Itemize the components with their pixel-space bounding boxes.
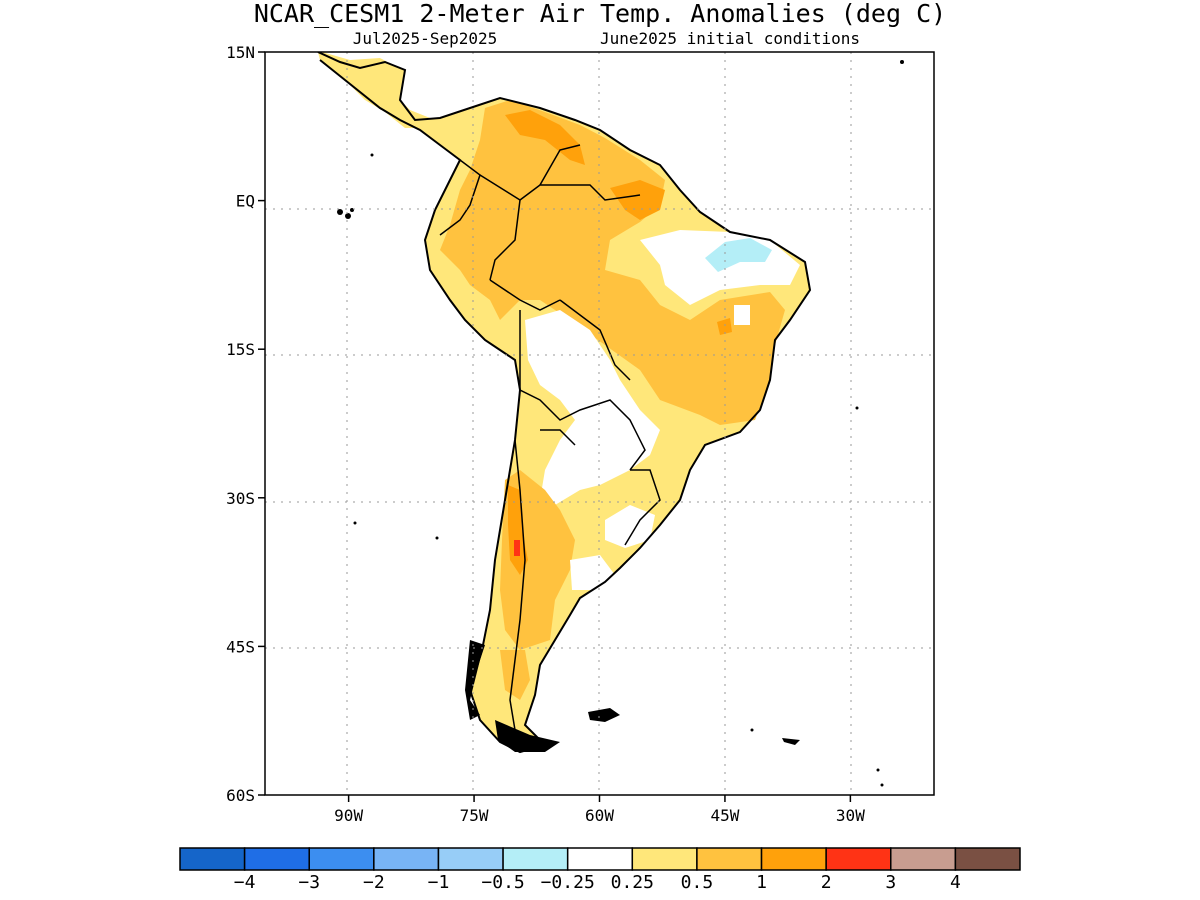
country-borders (439, 144, 661, 731)
colorbar-swatch (566, 847, 634, 871)
colorbar-swatch (373, 847, 440, 871)
central-america-land (322, 52, 430, 128)
map-plot-area (265, 52, 934, 795)
south-georgia-island (782, 738, 800, 745)
colorbar-swatch (502, 847, 569, 871)
colorbar-swatch (890, 847, 957, 871)
anomaly-neutral-uruguay (605, 505, 655, 548)
colorbar-label: 0.25 (611, 872, 654, 893)
colorbar-swatch (696, 847, 763, 871)
anomaly-hot-patch (514, 540, 520, 556)
colorbar-label: −0.25 (541, 872, 595, 893)
lat-tick-label: 30S (226, 489, 255, 508)
anomaly-region-north (440, 100, 785, 425)
colorbar: −4 −3 −2 −1 −0.5 −0.25 0.25 0.5 1 2 3 4 (179, 847, 1021, 893)
colorbar-label: −0.5 (481, 872, 524, 893)
anomaly-warm-patch-guiana (505, 110, 585, 165)
anomaly-neutral-central (525, 310, 660, 505)
map-init-subtitle: June2025 initial conditions (600, 29, 860, 48)
colorbar-swatch (243, 847, 310, 871)
colorbar-label: 2 (821, 872, 832, 893)
map-title: NCAR_CESM1 2-Meter Air Temp. Anomalies (… (254, 0, 946, 28)
map-period-subtitle: Jul2025-Sep2025 (353, 29, 498, 48)
colorbar-swatch (954, 847, 1021, 871)
lat-tick-label: 45S (226, 637, 255, 656)
colorbar-label: −4 (234, 872, 256, 893)
colorbar-swatch (631, 847, 698, 871)
colorbar-swatch (437, 847, 504, 871)
anomaly-warm-patch-andes (508, 485, 528, 575)
colorbar-swatch (825, 847, 892, 871)
lon-tick-label: 75W (460, 806, 489, 825)
lat-tick-label: 15N (226, 43, 255, 62)
anomaly-neutral-coast (570, 555, 615, 590)
colorbar-label: 4 (950, 872, 961, 893)
anomaly-neutral-square (734, 305, 750, 325)
falkland-islands (588, 708, 620, 722)
colorbar-label: −2 (363, 872, 385, 893)
anomaly-region-patagonia (500, 650, 530, 700)
lat-tick-label: EQ (236, 192, 255, 211)
lon-tick-label: 30W (836, 806, 865, 825)
anomaly-warm-patch-amapa (610, 180, 665, 220)
colorbar-swatch (179, 847, 246, 871)
latitude-axis: 15N EQ 15S 30S 45S 60S (226, 43, 265, 805)
lon-tick-label: 90W (334, 806, 363, 825)
small-islands (353, 60, 904, 787)
colorbar-label: 3 (885, 872, 896, 893)
lat-tick-label: 15S (226, 340, 255, 359)
colorbar-label: 1 (756, 872, 767, 893)
colorbar-label: 0.5 (681, 872, 714, 893)
galapagos-islands (337, 208, 354, 219)
lon-tick-label: 60W (585, 806, 614, 825)
colorbar-label: −3 (298, 872, 320, 893)
colorbar-label: −1 (428, 872, 450, 893)
longitude-axis: 90W 75W 60W 45W 30W (334, 795, 865, 825)
colorbar-swatch (760, 847, 827, 871)
chilean-archipelago (465, 640, 485, 720)
colorbar-swatch (308, 847, 375, 871)
lat-tick-label: 60S (226, 786, 255, 805)
coastlines (317, 52, 812, 754)
tierra-del-fuego (495, 720, 560, 752)
lon-tick-label: 45W (710, 806, 739, 825)
anomaly-cool-patch (705, 238, 772, 272)
anomaly-warm-patch-brazil (717, 318, 732, 335)
